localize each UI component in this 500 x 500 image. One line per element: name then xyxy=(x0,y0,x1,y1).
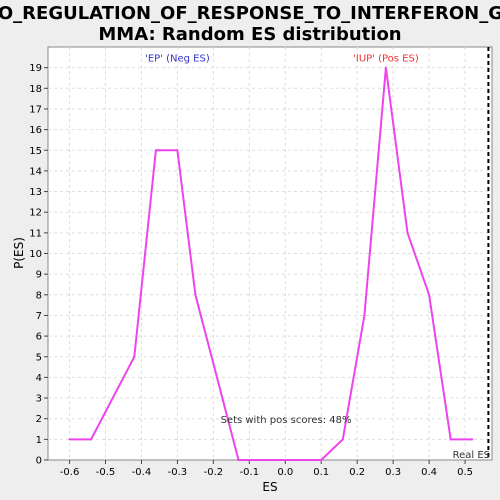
x-tick-label: -0.6 xyxy=(60,467,80,478)
annotation-label: 'IUP' (Pos ES) xyxy=(353,53,419,64)
es-data-point xyxy=(320,459,323,461)
es-data-point xyxy=(449,438,452,441)
es-data-point xyxy=(154,149,157,152)
y-tick-label: 18 xyxy=(29,84,42,95)
series-layer xyxy=(68,47,490,461)
x-tick-label: -0.4 xyxy=(132,467,152,478)
y-tick-label: 13 xyxy=(29,187,42,198)
y-tick-label: 7 xyxy=(36,311,42,322)
y-tick-label: 6 xyxy=(36,332,42,343)
es-data-point xyxy=(471,438,474,441)
x-tick-label: -0.2 xyxy=(204,467,224,478)
es-data-point xyxy=(406,231,409,234)
y-tick-label: 10 xyxy=(29,249,42,260)
es-data-point xyxy=(68,438,71,441)
y-tick-label: 16 xyxy=(29,125,42,136)
es-data-point xyxy=(133,355,136,358)
annotation-label: Real ES xyxy=(453,450,490,461)
y-axis-label: P(ES) xyxy=(12,237,26,269)
es-data-point xyxy=(363,314,366,317)
y-tick-label: 4 xyxy=(36,373,42,384)
x-tick-label: 0.3 xyxy=(385,467,401,478)
x-tick-label: 0.2 xyxy=(349,467,365,478)
x-tick-label: 0.4 xyxy=(421,467,437,478)
y-tick-label: 17 xyxy=(29,104,42,115)
es-data-point xyxy=(384,66,387,69)
y-tick-label: 3 xyxy=(36,394,42,405)
annotation-label: Sets with pos scores: 48% xyxy=(221,415,352,426)
x-axis-label: ES xyxy=(262,480,277,494)
x-tick-label: 0.0 xyxy=(277,467,293,478)
y-tick-label: 15 xyxy=(29,146,42,157)
chart-title-line-1: GO_REGULATION_OF_RESPONSE_TO_INTERFERON_… xyxy=(0,3,500,24)
annotation-label: 'EP' (Neg ES) xyxy=(145,53,210,64)
x-tick-label: 0.1 xyxy=(313,467,329,478)
grid xyxy=(48,47,492,460)
es-data-point xyxy=(259,459,262,461)
x-tick-label: 0.5 xyxy=(457,467,473,478)
es-data-point xyxy=(428,293,431,296)
annotations: 'EP' (Neg ES) 'IUP' (Pos ES) Sets with pos… xyxy=(145,53,490,460)
y-tick-label: 14 xyxy=(29,166,42,177)
es-data-point xyxy=(284,459,287,461)
es-data-point xyxy=(237,459,240,461)
x-tick-label: -0.5 xyxy=(96,467,116,478)
y-tick-label: 9 xyxy=(36,270,42,281)
y-tick-label: 8 xyxy=(36,290,42,301)
es-data-point xyxy=(194,293,197,296)
y-tick-label: 2 xyxy=(36,414,42,425)
y-tick-label: 19 xyxy=(29,63,42,74)
x-tick-label: -0.3 xyxy=(168,467,188,478)
y-tick-label: 1 xyxy=(36,435,42,446)
es-distribution-line xyxy=(69,67,473,461)
y-tick-label: 12 xyxy=(29,208,42,219)
es-data-point xyxy=(215,376,218,379)
x-tick-label: -0.1 xyxy=(240,467,260,478)
y-tick-label: 5 xyxy=(36,352,42,363)
y-tick-label: 0 xyxy=(36,456,42,467)
es-data-point xyxy=(176,149,179,152)
y-tick-label: 11 xyxy=(29,228,42,239)
chart-title-line-2: MMA: Random ES distribution xyxy=(98,24,401,45)
es-data-point xyxy=(90,438,93,441)
es-data-point xyxy=(341,438,344,441)
